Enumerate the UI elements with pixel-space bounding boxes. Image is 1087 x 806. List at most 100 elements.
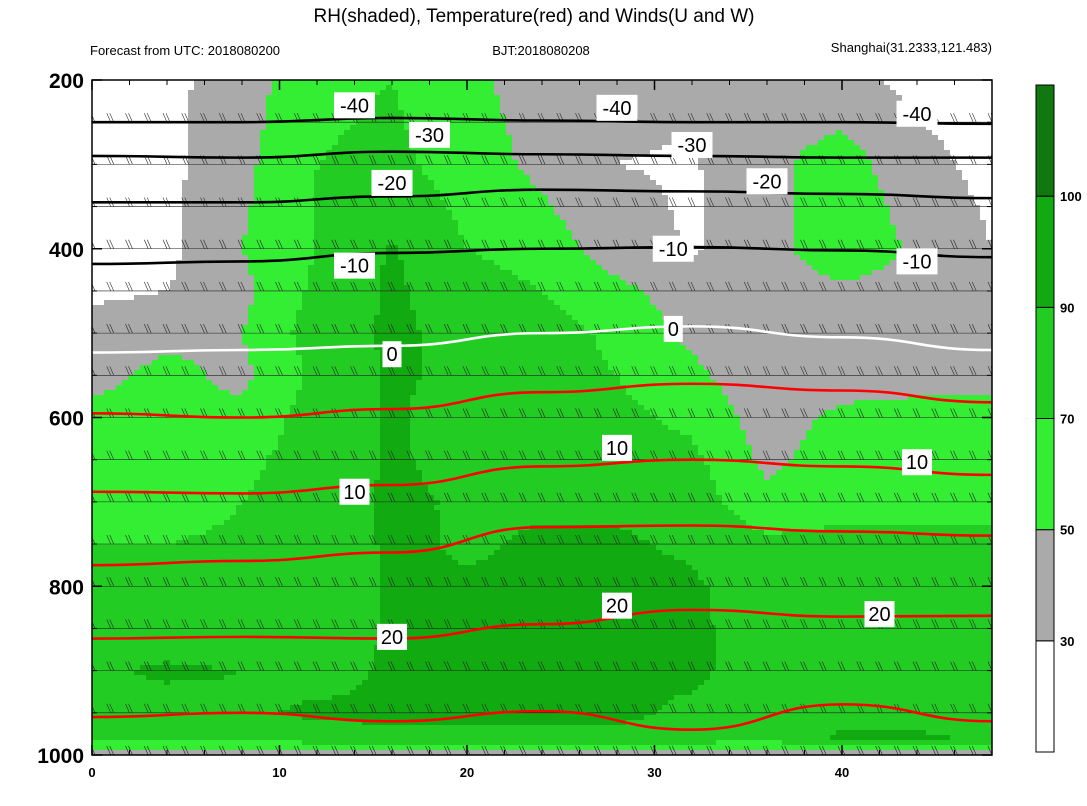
rh-cell xyxy=(620,175,627,181)
rh-cell xyxy=(806,130,813,136)
rh-cell xyxy=(92,195,99,201)
rh-cell xyxy=(458,170,465,176)
rh-cell xyxy=(884,185,891,191)
rh-cell xyxy=(344,240,351,246)
rh-cell xyxy=(164,165,171,171)
rh-cell xyxy=(242,90,249,96)
rh-cell xyxy=(728,135,735,141)
rh-cell xyxy=(656,210,663,216)
rh-cell xyxy=(320,105,327,111)
rh-cell xyxy=(212,165,219,171)
rh-cell xyxy=(218,125,225,131)
rh-cell xyxy=(326,180,333,186)
rh-cell xyxy=(920,135,927,141)
rh-cell xyxy=(500,80,507,86)
rh-cell xyxy=(716,130,723,136)
rh-cell xyxy=(362,120,369,126)
rh-cell xyxy=(842,95,849,101)
rh-cell xyxy=(776,125,783,131)
rh-cell xyxy=(260,235,267,241)
rh-cell xyxy=(794,225,801,231)
rh-cell xyxy=(704,125,711,131)
rh-cell xyxy=(530,140,537,146)
rh-cell xyxy=(746,230,753,236)
rh-cell xyxy=(110,90,117,96)
rh-cell xyxy=(248,130,255,136)
rh-cell xyxy=(470,160,477,166)
rh-cell xyxy=(560,180,567,186)
rh-cell xyxy=(830,160,837,166)
rh-cell xyxy=(950,150,957,156)
rh-cell xyxy=(554,235,561,241)
rh-cell xyxy=(362,85,369,91)
rh-cell xyxy=(434,90,441,96)
rh-cell xyxy=(122,135,129,141)
rh-cell xyxy=(938,115,945,121)
rh-cell xyxy=(572,225,579,231)
rh-cell xyxy=(620,90,627,96)
rh-cell xyxy=(92,190,99,196)
rh-cell xyxy=(488,110,495,116)
rh-cell xyxy=(434,165,441,171)
rh-cell xyxy=(806,110,813,116)
rh-cell xyxy=(728,130,735,136)
rh-cell xyxy=(98,125,105,131)
rh-cell xyxy=(968,110,975,116)
rh-cell xyxy=(320,235,327,241)
rh-cell xyxy=(182,150,189,156)
rh-cell xyxy=(794,130,801,136)
rh-cell xyxy=(380,95,387,101)
rh-cell xyxy=(908,210,915,216)
rh-cell xyxy=(680,125,687,131)
rh-cell xyxy=(926,235,933,241)
rh-cell xyxy=(290,140,297,146)
rh-cell xyxy=(128,90,135,96)
rh-cell xyxy=(848,85,855,91)
rh-cell xyxy=(188,220,195,226)
rh-cell xyxy=(158,135,165,141)
rh-cell xyxy=(98,165,105,171)
rh-cell xyxy=(866,200,873,206)
rh-cell xyxy=(152,215,159,221)
rh-cell xyxy=(236,215,243,221)
rh-cell xyxy=(794,220,801,226)
rh-cell xyxy=(782,145,789,151)
rh-cell xyxy=(416,240,423,246)
rh-cell xyxy=(494,110,501,116)
rh-cell xyxy=(596,175,603,181)
rh-cell xyxy=(338,190,345,196)
rh-cell xyxy=(896,170,903,176)
rh-cell xyxy=(164,180,171,186)
rh-cell xyxy=(968,170,975,176)
rh-cell xyxy=(596,225,603,231)
rh-cell xyxy=(212,135,219,141)
rh-cell xyxy=(854,105,861,111)
rh-cell xyxy=(464,125,471,131)
rh-cell xyxy=(254,225,261,231)
rh-cell xyxy=(734,125,741,131)
rh-cell xyxy=(536,230,543,236)
rh-cell xyxy=(338,230,345,236)
rh-cell xyxy=(698,240,705,246)
rh-cell xyxy=(236,130,243,136)
rh-cell xyxy=(92,230,99,236)
rh-cell xyxy=(662,165,669,171)
rh-cell xyxy=(236,100,243,106)
rh-cell xyxy=(860,175,867,181)
rh-cell xyxy=(800,95,807,101)
rh-cell xyxy=(392,80,399,86)
rh-cell xyxy=(542,125,549,131)
rh-cell xyxy=(242,140,249,146)
rh-cell xyxy=(338,80,345,86)
rh-cell xyxy=(110,165,117,171)
rh-cell xyxy=(944,235,951,241)
rh-cell xyxy=(866,210,873,216)
rh-cell xyxy=(494,155,501,161)
rh-cell xyxy=(152,115,159,121)
rh-cell xyxy=(782,220,789,226)
rh-cell xyxy=(494,145,501,151)
rh-cell xyxy=(860,165,867,171)
rh-cell xyxy=(914,210,921,216)
rh-cell xyxy=(428,210,435,216)
rh-cell xyxy=(602,200,609,206)
